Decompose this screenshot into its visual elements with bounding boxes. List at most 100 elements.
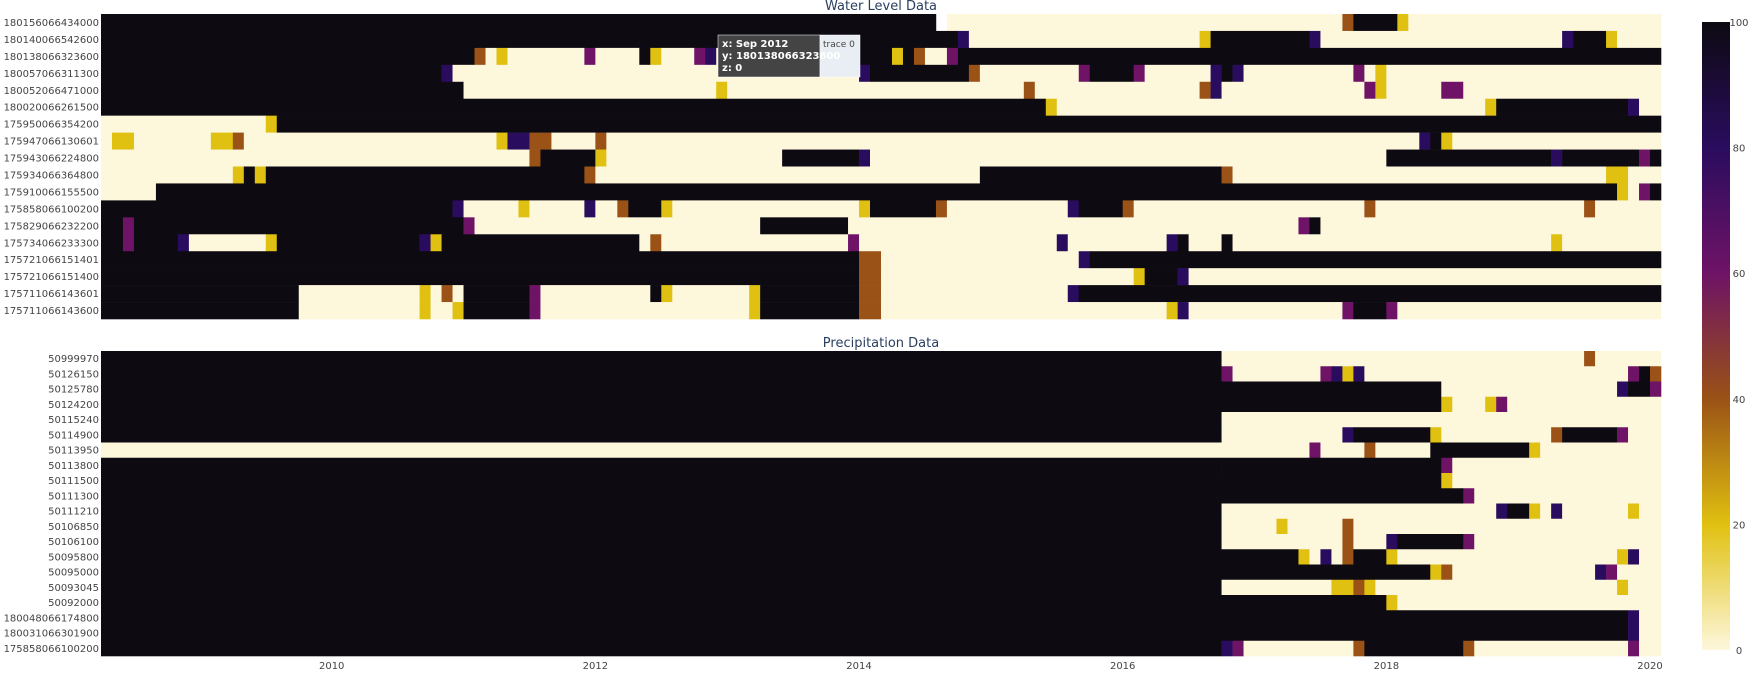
heatmap-cell[interactable]: [1353, 518, 1662, 535]
heatmap-cell[interactable]: [848, 217, 1299, 235]
heatmap-cell[interactable]: [881, 285, 1069, 303]
heatmap-cell[interactable]: [1441, 132, 1453, 150]
heatmap-cell[interactable]: [1551, 427, 1563, 443]
heatmap-cell[interactable]: [1650, 366, 1662, 382]
heatmap-cell[interactable]: [727, 81, 1025, 100]
heatmap-cell[interactable]: [1221, 366, 1233, 382]
heatmap-cell[interactable]: [430, 234, 442, 252]
heatmap-cell[interactable]: [848, 234, 860, 252]
heatmap-cell[interactable]: [1474, 488, 1662, 504]
heatmap-cell[interactable]: [1485, 98, 1497, 116]
heatmap-cell[interactable]: [595, 132, 607, 150]
heatmap-cell[interactable]: [1166, 234, 1178, 252]
heatmap-cell[interactable]: [1342, 427, 1354, 443]
heatmap-cell[interactable]: [1639, 610, 1662, 626]
heatmap-cell[interactable]: [1353, 302, 1387, 320]
heatmap-cell[interactable]: [1562, 234, 1662, 252]
heatmap-cell[interactable]: [1551, 234, 1563, 252]
heatmap-cell[interactable]: [101, 534, 1222, 550]
heatmap-cell[interactable]: [957, 47, 1662, 66]
heatmap-cell[interactable]: [1617, 166, 1629, 184]
heatmap-cell[interactable]: [101, 285, 300, 303]
heatmap-cell[interactable]: [760, 302, 860, 320]
heatmap-cell[interactable]: [101, 457, 1222, 474]
heatmap-cell[interactable]: [1584, 200, 1596, 218]
heatmap-cell[interactable]: [1375, 64, 1387, 83]
heatmap-cell[interactable]: [595, 166, 981, 184]
heatmap-cell[interactable]: [1353, 14, 1398, 32]
heatmap-cell[interactable]: [1144, 64, 1211, 83]
heatmap-cell[interactable]: [1188, 234, 1222, 252]
heatmap-cell[interactable]: [101, 381, 1442, 398]
heatmap-cell[interactable]: [210, 132, 234, 150]
heatmap-cell[interactable]: [1617, 30, 1662, 49]
heatmap-cell[interactable]: [584, 47, 596, 66]
heatmap-cell[interactable]: [935, 200, 948, 218]
heatmap-cell[interactable]: [924, 47, 948, 66]
heatmap-cell[interactable]: [254, 166, 267, 184]
heatmap-cell[interactable]: [1639, 549, 1662, 565]
heatmap-cell[interactable]: [430, 285, 442, 303]
heatmap-cell[interactable]: [595, 200, 618, 218]
heatmap-cell[interactable]: [101, 625, 1629, 642]
heatmap-cell[interactable]: [1441, 473, 1453, 489]
heatmap-cell[interactable]: [749, 302, 761, 320]
heatmap-cell[interactable]: [1320, 217, 1662, 235]
heatmap-cell[interactable]: [101, 503, 1222, 520]
heatmap-cell[interactable]: [1507, 503, 1530, 520]
heatmap-cell[interactable]: [1628, 381, 1651, 398]
heatmap-cell[interactable]: [101, 268, 860, 286]
heatmap-cell[interactable]: [881, 268, 1134, 286]
heatmap-cell[interactable]: [760, 217, 849, 235]
heatmap-cell[interactable]: [1056, 234, 1069, 252]
heatmap-cell[interactable]: [859, 268, 882, 286]
heatmap-cell[interactable]: [584, 200, 596, 218]
heatmap-cell[interactable]: [1452, 473, 1662, 489]
heatmap-cell[interactable]: [957, 30, 970, 49]
heatmap-cell[interactable]: [606, 149, 783, 167]
heatmap-cell[interactable]: [628, 200, 662, 218]
heatmap-cell[interactable]: [101, 166, 234, 184]
heatmap-cell[interactable]: [101, 579, 1222, 596]
heatmap-cell[interactable]: [1463, 81, 1662, 100]
heatmap-cell[interactable]: [1650, 149, 1662, 167]
heatmap-cell[interactable]: [1430, 427, 1442, 443]
heatmap-cell[interactable]: [101, 488, 1464, 504]
heatmap-cell[interactable]: [1199, 81, 1211, 100]
heatmap-cell[interactable]: [430, 302, 453, 320]
heatmap-cell[interactable]: [749, 285, 761, 303]
heatmap-cell[interactable]: [1342, 549, 1354, 565]
heatmap-cell[interactable]: [1221, 579, 1332, 596]
heatmap-cell[interactable]: [1364, 81, 1376, 100]
heatmap-cell[interactable]: [1243, 64, 1354, 83]
heatmap-cell[interactable]: [1617, 564, 1662, 581]
heatmap-cell[interactable]: [101, 564, 1431, 581]
heatmap-cell[interactable]: [1529, 503, 1541, 520]
heatmap-cell[interactable]: [1562, 427, 1618, 443]
heatmap-cell[interactable]: [496, 132, 508, 150]
heatmap-cell[interactable]: [1628, 625, 1640, 642]
heatmap-cell[interactable]: [1562, 503, 1629, 520]
heatmap-cell[interactable]: [122, 217, 135, 235]
heatmap-cell[interactable]: [1562, 149, 1640, 167]
heatmap-cell[interactable]: [1628, 640, 1640, 657]
heatmap-cell[interactable]: [1452, 132, 1662, 150]
heatmap-cell[interactable]: [1617, 381, 1629, 398]
heatmap-cell[interactable]: [485, 47, 497, 66]
heatmap-cell[interactable]: [1639, 640, 1662, 657]
heatmap-cell[interactable]: [1441, 396, 1453, 413]
heatmap-cell[interactable]: [1122, 200, 1134, 218]
heatmap-cell[interactable]: [1606, 30, 1618, 49]
heatmap-cell[interactable]: [1397, 595, 1662, 611]
heatmap-cell[interactable]: [1452, 396, 1486, 413]
heatmap-cell[interactable]: [1221, 351, 1585, 367]
heatmap-cell[interactable]: [639, 47, 651, 66]
heatmap-cell[interactable]: [1573, 30, 1607, 49]
heatmap-cell[interactable]: [1221, 64, 1233, 83]
heatmap-cell[interactable]: [1617, 579, 1629, 596]
heatmap-cell[interactable]: [101, 14, 937, 32]
heatmap-cell[interactable]: [859, 149, 871, 167]
heatmap-cell[interactable]: [101, 47, 475, 66]
heatmap-cell[interactable]: [1221, 442, 1310, 459]
heatmap-cell[interactable]: [265, 166, 585, 184]
